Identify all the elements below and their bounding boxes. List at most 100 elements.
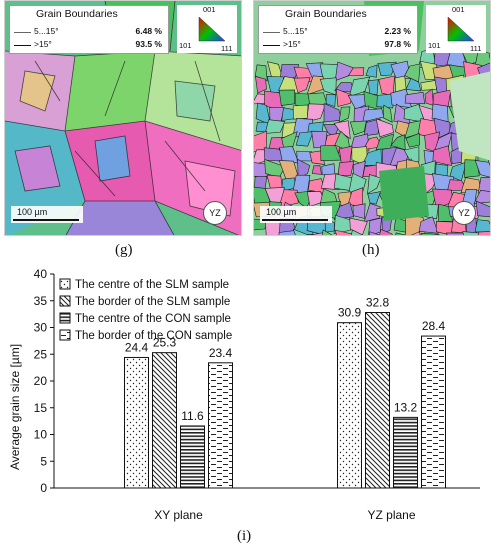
grain-cell	[333, 202, 355, 220]
thin-line-swatch	[14, 32, 31, 33]
grain-size-bar-chart: 0 5 10 15 20 25 30 35 40 XY plane YZ plane 24.4 25.…	[8, 267, 480, 522]
grain-cell	[278, 189, 299, 208]
legend-entry: The centre of the SLM sample	[75, 279, 229, 291]
grain-cell	[363, 118, 381, 137]
grain-cell	[334, 229, 353, 235]
ipf-label-right: 111	[470, 44, 482, 53]
data-label: 32.8	[366, 296, 390, 310]
bar	[421, 335, 446, 489]
grain-boundaries-title: Grain Boundaries	[285, 8, 367, 20]
ipf-label-left: 101	[428, 41, 441, 50]
x-category-label: YZ plane	[367, 508, 415, 522]
legend-swatch	[59, 278, 71, 290]
scale-bar-label: 100 µm	[266, 207, 297, 217]
y-axis-title: Average grain size [µm]	[8, 344, 22, 470]
y-tick-label: 25	[34, 347, 48, 361]
grain-cell	[463, 159, 480, 178]
legend-swatch	[59, 312, 71, 324]
grain-cell	[293, 77, 311, 94]
ipf-key: 001 101 111	[177, 5, 237, 53]
bar	[365, 312, 390, 489]
high-angle-boundary-row: >15° 97.8 %	[263, 39, 413, 51]
boundary-percent: 93.5 %	[135, 39, 162, 49]
data-label: 30.9	[338, 306, 362, 320]
grain-cell	[292, 228, 310, 235]
grain-cell	[410, 231, 421, 235]
thick-line-swatch	[14, 45, 31, 46]
legend-swatch	[59, 329, 71, 341]
grain-cell	[418, 216, 439, 234]
y-tick-label: 10	[34, 428, 48, 442]
grain-cell	[405, 132, 420, 148]
grain-cell	[337, 161, 355, 176]
bar	[337, 322, 362, 489]
legend-entry: The centre of the CON sample	[75, 313, 231, 325]
ebsd-map-h: Grain Boundaries 5...15° 2.23 % >15° 97.…	[253, 0, 491, 236]
grain-cell	[404, 91, 426, 105]
grain-orientation-map-h	[254, 1, 490, 235]
data-label: 28.4	[422, 319, 446, 333]
high-angle-boundary-row: >15° 93.5 %	[14, 39, 164, 51]
plane-badge: YZ	[203, 201, 227, 225]
bar	[124, 356, 149, 489]
boundary-range: >15°	[34, 39, 52, 49]
boundary-percent: 6.48 %	[135, 26, 162, 36]
grain-cell	[379, 228, 393, 235]
grain-boundaries-legend: Grain Boundaries 5...15° 2.23 % >15° 97.…	[258, 5, 418, 54]
grain-cell	[297, 158, 311, 179]
grain-cell	[278, 89, 295, 106]
grain-cell	[405, 78, 422, 92]
data-label: 25.3	[153, 336, 177, 350]
y-tick-label: 35	[34, 294, 48, 308]
y-tick-label: 5	[40, 454, 47, 468]
ipf-triangle-icon	[447, 16, 475, 42]
grain-cell	[333, 120, 351, 140]
y-tick-label: 15	[34, 401, 48, 415]
grain-cell	[349, 120, 367, 136]
scale-bar-line	[13, 219, 79, 221]
data-label: 23.4	[209, 346, 233, 360]
y-tick-label: 0	[40, 481, 47, 495]
low-angle-boundary-row: 5...15° 6.48 %	[14, 26, 164, 38]
ebsd-map-g: Grain Boundaries 5...15° 6.48 % >15° 93.…	[4, 0, 242, 236]
grain-cell	[348, 67, 365, 76]
grain-cell	[325, 94, 336, 108]
ipf-label-top: 001	[203, 5, 216, 14]
grain-cell	[365, 64, 378, 78]
grain-cell	[432, 89, 452, 108]
grain-cell	[376, 93, 395, 109]
grain-cell	[335, 88, 352, 107]
thin-line-swatch	[263, 32, 280, 33]
boundary-range: 5...15°	[283, 26, 308, 36]
grain-cell	[292, 104, 309, 120]
legend-swatch	[59, 295, 71, 307]
grain-cell	[278, 230, 297, 235]
grain-cell	[474, 159, 490, 178]
bar	[180, 425, 205, 489]
grain-cell	[420, 232, 439, 235]
data-label: 13.2	[394, 400, 418, 414]
grain-boundaries-legend: Grain Boundaries 5...15° 6.48 % >15° 93.…	[9, 5, 169, 54]
grain-cell	[477, 176, 490, 194]
grain-cell	[473, 189, 490, 204]
ipf-label-top: 001	[452, 5, 465, 14]
boundary-range: >15°	[283, 39, 301, 49]
ipf-label-right: 111	[221, 44, 233, 53]
legend-entry: The border of the SLM sample	[75, 296, 230, 308]
grain-cell	[264, 119, 286, 134]
panel-label-i: (i)	[237, 528, 252, 544]
grain-cell	[367, 191, 382, 205]
grain-boundaries-title: Grain Boundaries	[36, 8, 118, 20]
grain-cell	[255, 75, 267, 94]
grain-cell	[435, 233, 441, 235]
grain-cell	[367, 79, 379, 96]
grain-cell	[462, 231, 482, 235]
bar	[152, 352, 177, 489]
grain-cell	[367, 174, 382, 195]
bar	[393, 416, 418, 489]
boundary-range: 5...15°	[34, 26, 59, 36]
grain-cell	[352, 203, 366, 219]
y-tick-label: 20	[34, 374, 48, 388]
grain-cell	[351, 229, 364, 235]
grain-cell	[474, 219, 490, 233]
